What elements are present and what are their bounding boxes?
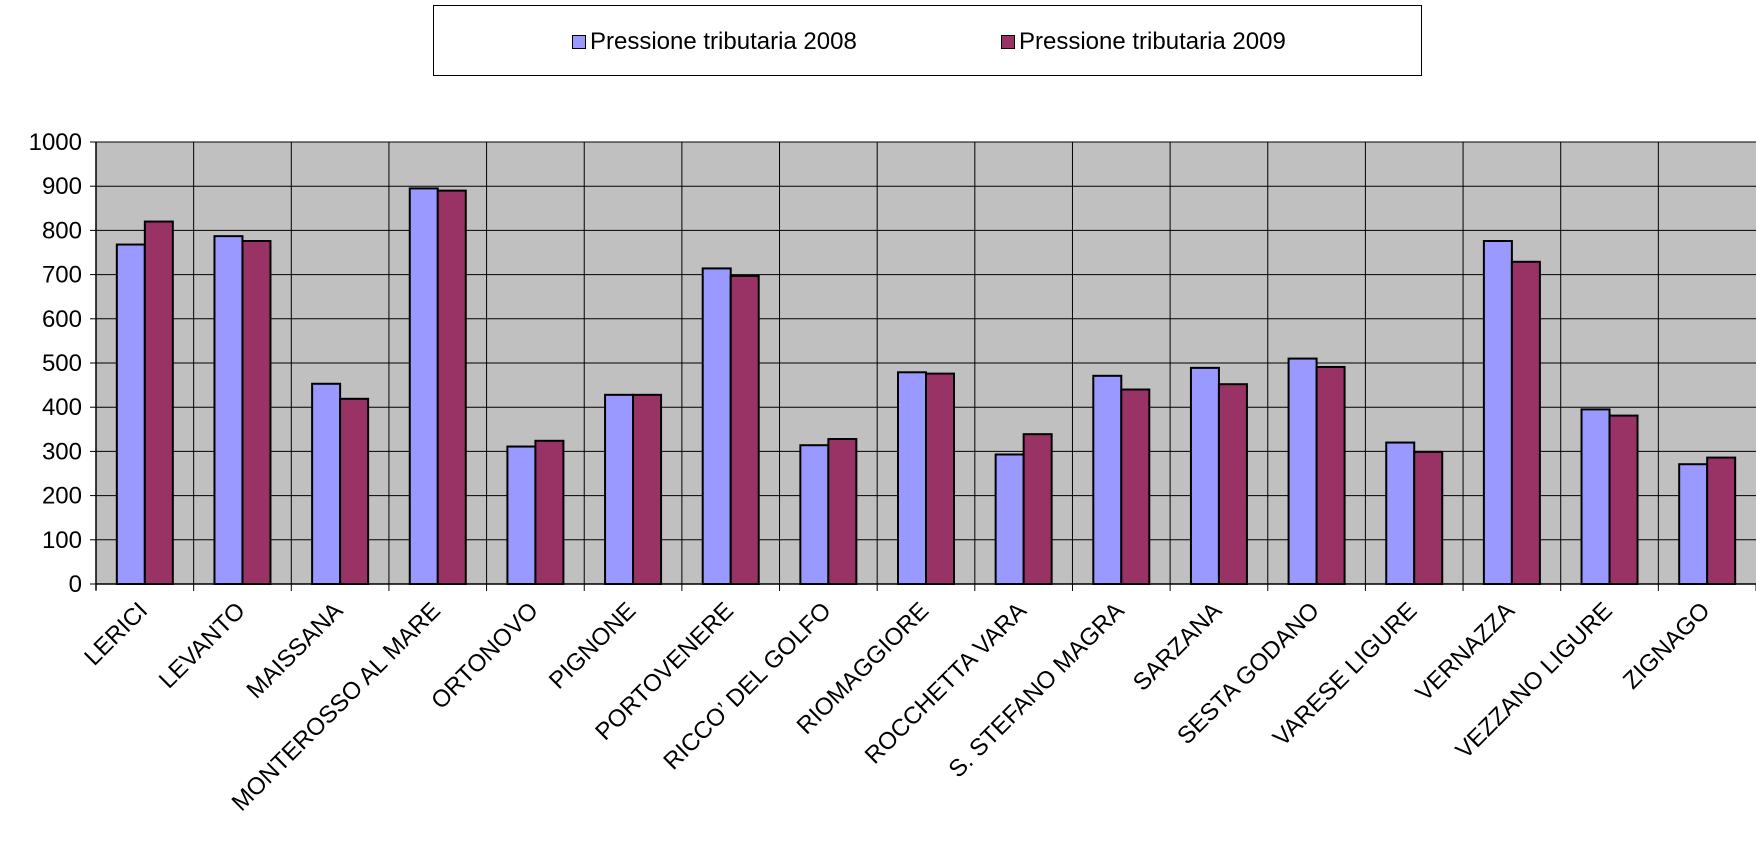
bar-2008 <box>311 382 342 585</box>
bar-2008 <box>604 393 635 585</box>
bar-2009 <box>1413 450 1444 586</box>
bar-2009 <box>436 189 467 585</box>
bar-2009 <box>925 372 955 585</box>
bar-2008 <box>701 267 732 585</box>
x-tick-label: MONTEROSSO AL MARE <box>227 597 446 816</box>
bar-2008 <box>506 445 537 585</box>
bar-2008 <box>1385 441 1416 585</box>
bar-2009 <box>729 274 760 585</box>
bar-2008 <box>897 371 927 586</box>
y-tick-label: 900 <box>42 173 82 200</box>
legend-label-2008: Pressione tributaria 2008 <box>590 28 857 55</box>
bar-2008 <box>1189 366 1220 585</box>
x-tick-label: LERICI <box>79 597 153 671</box>
x-tick-label: RICCO’ DEL GOLFO <box>658 597 836 775</box>
x-tick-label: ZIGNAGO <box>1618 597 1715 694</box>
bar-2008 <box>799 444 830 585</box>
x-tick-label: S. STEFANO MAGRA <box>944 597 1130 783</box>
bar-2009 <box>1120 388 1151 585</box>
x-tick-label: PIGNONE <box>544 597 641 694</box>
y-tick-label: 400 <box>42 394 82 421</box>
bar-2008 <box>1092 374 1123 585</box>
y-tick-label: 100 <box>42 527 82 554</box>
legend: Pressione tributaria 2008 Pressione trib… <box>433 5 1422 76</box>
bar-2009 <box>534 439 565 585</box>
bar-2008 <box>1678 463 1709 585</box>
bar-2009 <box>632 393 663 585</box>
x-tick-label: VERNAZZA <box>1411 597 1521 707</box>
legend-label-2009: Pressione tributaria 2009 <box>1019 28 1286 55</box>
bar-2009 <box>1315 365 1346 585</box>
y-tick-label: 700 <box>42 262 82 289</box>
bar-2008 <box>408 187 439 585</box>
x-tick-label: LEVANTO <box>154 597 251 694</box>
y-tick-label: 1000 <box>29 129 82 156</box>
legend-item-2008: Pressione tributaria 2008 <box>572 28 857 55</box>
y-tick-label: 600 <box>42 306 82 333</box>
y-tick-label: 800 <box>42 217 82 244</box>
legend-swatch-2009 <box>1001 35 1015 49</box>
x-tick-label: SARZANA <box>1128 597 1227 696</box>
bar-2008 <box>1482 240 1513 585</box>
bar-2008 <box>1287 357 1318 585</box>
bar-2009 <box>1608 414 1639 585</box>
axes <box>90 141 1756 591</box>
bar-2008 <box>994 453 1025 585</box>
x-tick-label: ROCCHETTA VARA <box>860 597 1032 769</box>
x-tick-label: MAISSANA <box>242 597 349 704</box>
y-tick-label: 0 <box>69 571 82 598</box>
bar-2009 <box>827 438 858 585</box>
y-tick-label: 500 <box>42 350 82 377</box>
bar-2009 <box>339 397 370 585</box>
bar-2009 <box>143 220 174 585</box>
bar-2009 <box>241 240 272 585</box>
y-tick-labels: 0 100 200 300 400 500 600 700 800 900 1000 <box>29 129 82 598</box>
bar-2009 <box>1510 260 1541 585</box>
bar-2008 <box>115 243 146 585</box>
y-tick-label: 200 <box>42 483 82 510</box>
bar-2008 <box>1580 408 1611 585</box>
bar-2009 <box>1217 383 1248 585</box>
bar-2008 <box>213 235 244 585</box>
bar-2009 <box>1706 456 1737 586</box>
legend-swatch-2008 <box>572 35 586 49</box>
y-tick-label: 300 <box>42 438 82 465</box>
bar-2009 <box>1022 433 1053 585</box>
legend-item-2009: Pressione tributaria 2009 <box>1001 28 1286 55</box>
